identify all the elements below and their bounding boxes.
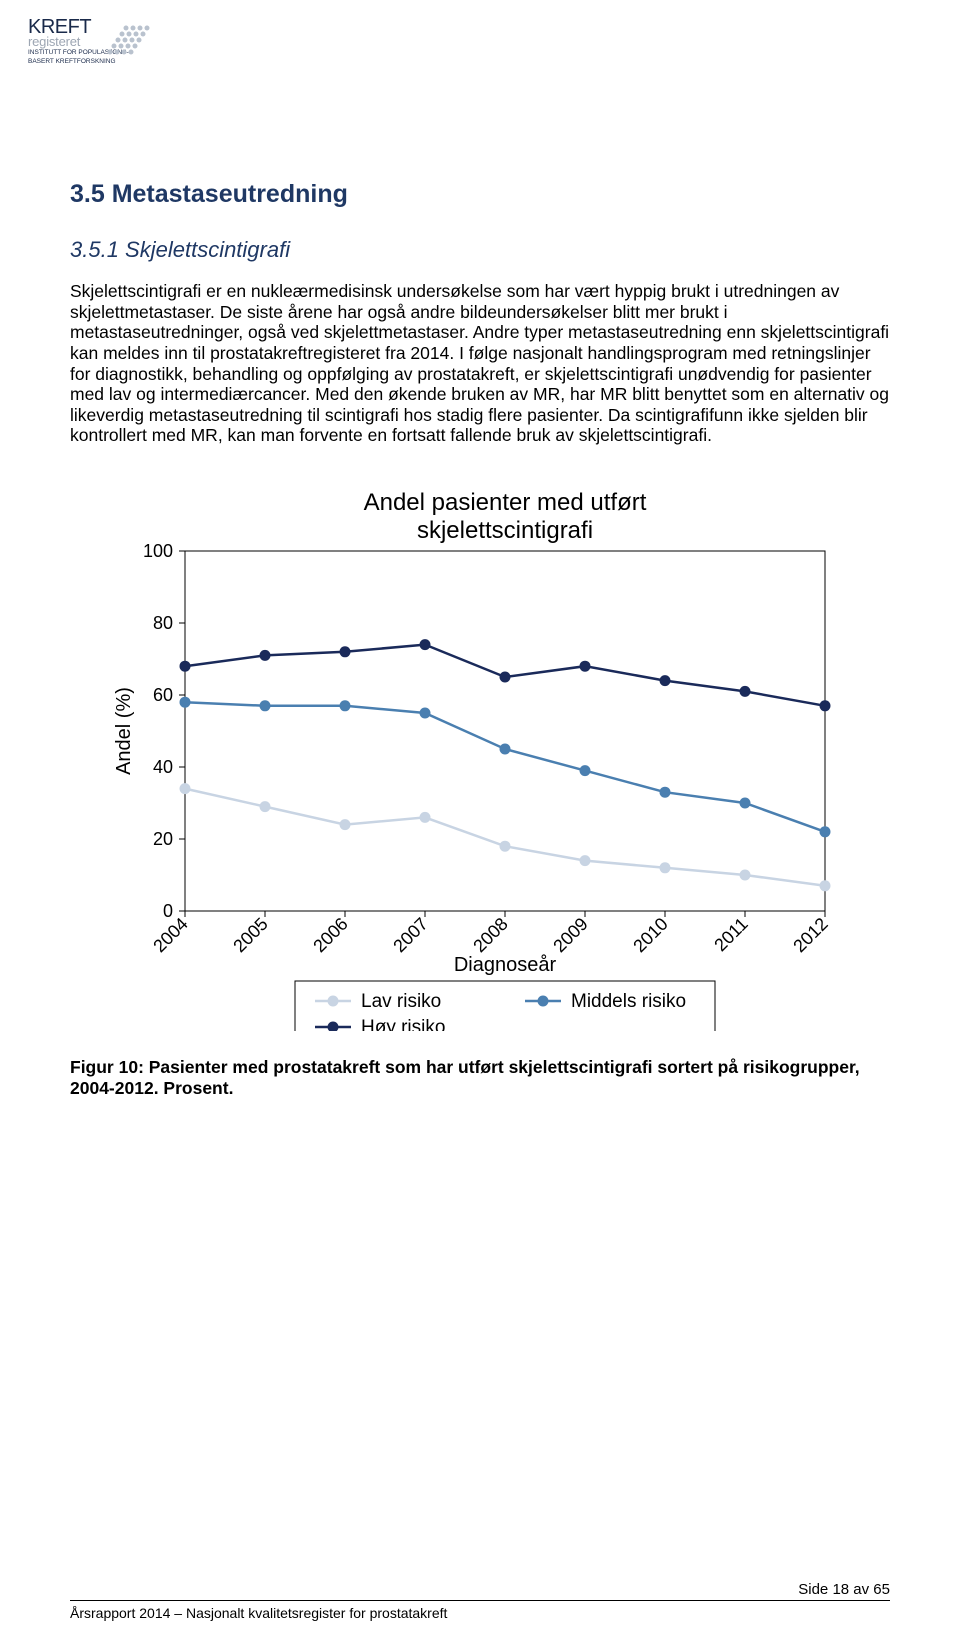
series-marker — [580, 765, 591, 776]
page-number: Side 18 av 65 — [798, 1581, 890, 1598]
series-marker — [340, 700, 351, 711]
series-marker — [420, 812, 431, 823]
series-marker — [420, 639, 431, 650]
line-chart: Andel pasienter med utførtskjelettscinti… — [95, 476, 865, 1031]
series-marker — [820, 700, 831, 711]
subsection-heading: 3.5.1 Skjelettscintigrafi — [70, 237, 890, 263]
series-marker — [580, 855, 591, 866]
legend-marker — [538, 996, 549, 1007]
y-tick-label: 100 — [143, 541, 173, 561]
y-tick-label: 20 — [153, 829, 173, 849]
x-tick-label: 2011 — [710, 914, 752, 956]
x-tick-label: 2009 — [549, 914, 591, 956]
y-tick-label: 60 — [153, 685, 173, 705]
page-footer: Side 18 av 65 Årsrapport 2014 – Nasjonal… — [70, 1600, 890, 1621]
series-marker — [580, 661, 591, 672]
chart-title-line2: skjelettscintigrafi — [417, 517, 593, 544]
x-tick-label: 2007 — [389, 914, 431, 956]
series-marker — [260, 801, 271, 812]
y-tick-label: 80 — [153, 613, 173, 633]
series-marker — [500, 744, 511, 755]
series-marker — [180, 697, 191, 708]
legend-marker — [328, 996, 339, 1007]
legend-label: Høy risiko — [361, 1017, 445, 1031]
series-marker — [500, 672, 511, 683]
series-marker — [740, 798, 751, 809]
brand-logo: KREFT registeret INSTITUTT FOR POPULASJO… — [28, 18, 143, 88]
y-axis-label: Andel (%) — [113, 687, 135, 775]
series-marker — [340, 646, 351, 657]
series-marker — [180, 661, 191, 672]
series-marker — [740, 870, 751, 881]
x-axis-label: Diagnoseår — [454, 954, 557, 976]
series-marker — [420, 708, 431, 719]
x-tick-label: 2005 — [229, 914, 271, 956]
plot-area — [185, 551, 825, 911]
series-marker — [340, 819, 351, 830]
x-tick-label: 2004 — [149, 914, 191, 956]
x-tick-label: 2010 — [629, 914, 671, 956]
legend-label: Lav risiko — [361, 991, 441, 1012]
series-marker — [260, 650, 271, 661]
document-body: 3.5 Metastaseutredning 3.5.1 Skjelettsci… — [70, 180, 890, 1099]
series-marker — [660, 675, 671, 686]
body-paragraph: Skjelettscintigrafi er en nukleærmedisin… — [70, 281, 890, 446]
logo-dots-icon — [106, 22, 161, 64]
report-title: Årsrapport 2014 – Nasjonalt kvalitetsreg… — [70, 1605, 890, 1621]
y-tick-label: 40 — [153, 757, 173, 777]
series-marker — [820, 880, 831, 891]
x-tick-label: 2008 — [469, 914, 511, 956]
legend-label: Middels risiko — [571, 991, 686, 1012]
section-heading: 3.5 Metastaseutredning — [70, 180, 890, 209]
figure-caption: Figur 10: Pasienter med prostatakreft so… — [70, 1057, 890, 1099]
y-tick-label: 0 — [163, 901, 173, 921]
x-tick-label: 2012 — [789, 914, 831, 956]
series-marker — [820, 826, 831, 837]
chart-title-line1: Andel pasienter med utført — [364, 489, 647, 516]
series-marker — [740, 686, 751, 697]
series-marker — [260, 700, 271, 711]
series-marker — [500, 841, 511, 852]
series-marker — [660, 862, 671, 873]
series-marker — [660, 787, 671, 798]
x-tick-label: 2006 — [309, 914, 351, 956]
series-marker — [180, 783, 191, 794]
